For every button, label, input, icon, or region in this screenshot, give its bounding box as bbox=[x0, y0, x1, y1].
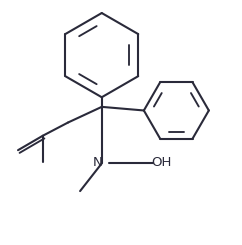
Text: N: N bbox=[92, 156, 102, 169]
Text: OH: OH bbox=[152, 156, 172, 169]
